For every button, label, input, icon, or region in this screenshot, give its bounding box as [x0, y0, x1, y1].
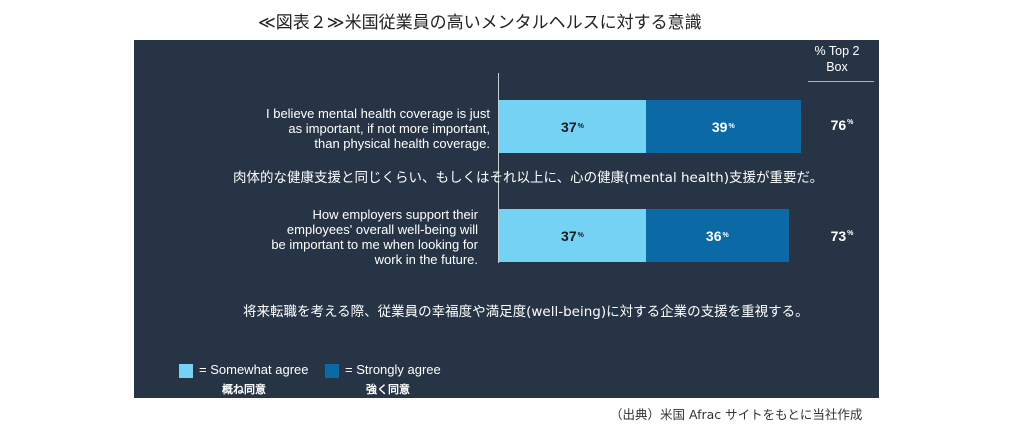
pct-sign: %	[847, 230, 854, 238]
pct-sign: %	[722, 232, 729, 239]
bar-q2-strongly-value: 36	[705, 227, 722, 244]
legend-ja-strongly: 強く同意	[366, 383, 410, 396]
bar-axis-line	[498, 73, 499, 263]
bar-q1-somewhat-value: 37	[561, 118, 577, 135]
bar-q1-somewhat: 37%	[499, 100, 646, 153]
category-2-line-4: work in the future.	[374, 252, 478, 267]
category-translation-1: 肉体的な健康支援と同じくらい、もしくはそれ以上に、心の健康(mental hea…	[233, 170, 824, 186]
pct-sign: %	[577, 123, 584, 130]
category-1-line-1: I believe mental health coverage is just	[265, 106, 490, 121]
top2-header-rule	[808, 81, 874, 82]
legend-ja-somewhat: 概ね同意	[222, 383, 266, 396]
pct-sign: %	[728, 123, 735, 130]
pct-sign: %	[847, 119, 854, 127]
source-note: （出典）米国 Afrac サイトをもとに当社作成	[610, 407, 863, 422]
pct-sign: %	[577, 232, 584, 239]
top2-header-line-1: % Top 2	[814, 44, 860, 58]
category-1-line-2: as important, if not more important,	[288, 121, 490, 136]
legend-swatch-strongly	[325, 364, 339, 378]
top2-value-q2-number: 73	[830, 228, 847, 244]
top2-header: % Top 2 Box	[798, 43, 876, 75]
category-label-1: I believe mental health coverage is just…	[140, 106, 490, 151]
category-2-line-1: How employers support their	[312, 207, 478, 222]
top2-value-q2: 73%	[820, 228, 864, 244]
bar-q2-strongly: 36%	[645, 209, 789, 262]
top2-value-q1: 76%	[820, 117, 864, 133]
figure-title: ≪図表２≫米国従業員の高いメンタルヘルスに対する意識	[258, 13, 702, 33]
bar-q2-somewhat-value: 37	[561, 227, 577, 244]
category-translation-2: 将来転職を考える際、従業員の幸福度や満足度(well-being)に対する企業の…	[243, 304, 809, 320]
legend-somewhat-text: Somewhat agree	[210, 362, 309, 377]
bar-q1-strongly: 39%	[645, 100, 801, 153]
legend-swatch-somewhat	[179, 364, 193, 378]
category-2-line-3: be important to me when looking for	[271, 237, 478, 252]
legend-label-strongly: = Strongly agree	[345, 362, 441, 377]
bar-q1-strongly-value: 39	[711, 118, 728, 135]
bar-q2-somewhat: 37%	[499, 209, 646, 262]
category-1-line-3: than physical health coverage.	[314, 136, 490, 151]
legend-label-somewhat: = Somewhat agree	[199, 362, 309, 377]
top2-value-q1-number: 76	[830, 117, 847, 133]
category-2-line-2: employees' overall well-being will	[286, 222, 478, 237]
category-label-2: How employers support their employees' o…	[128, 207, 478, 267]
top2-header-line-2: Box	[826, 60, 848, 74]
legend-strongly-text: Strongly agree	[356, 362, 441, 377]
